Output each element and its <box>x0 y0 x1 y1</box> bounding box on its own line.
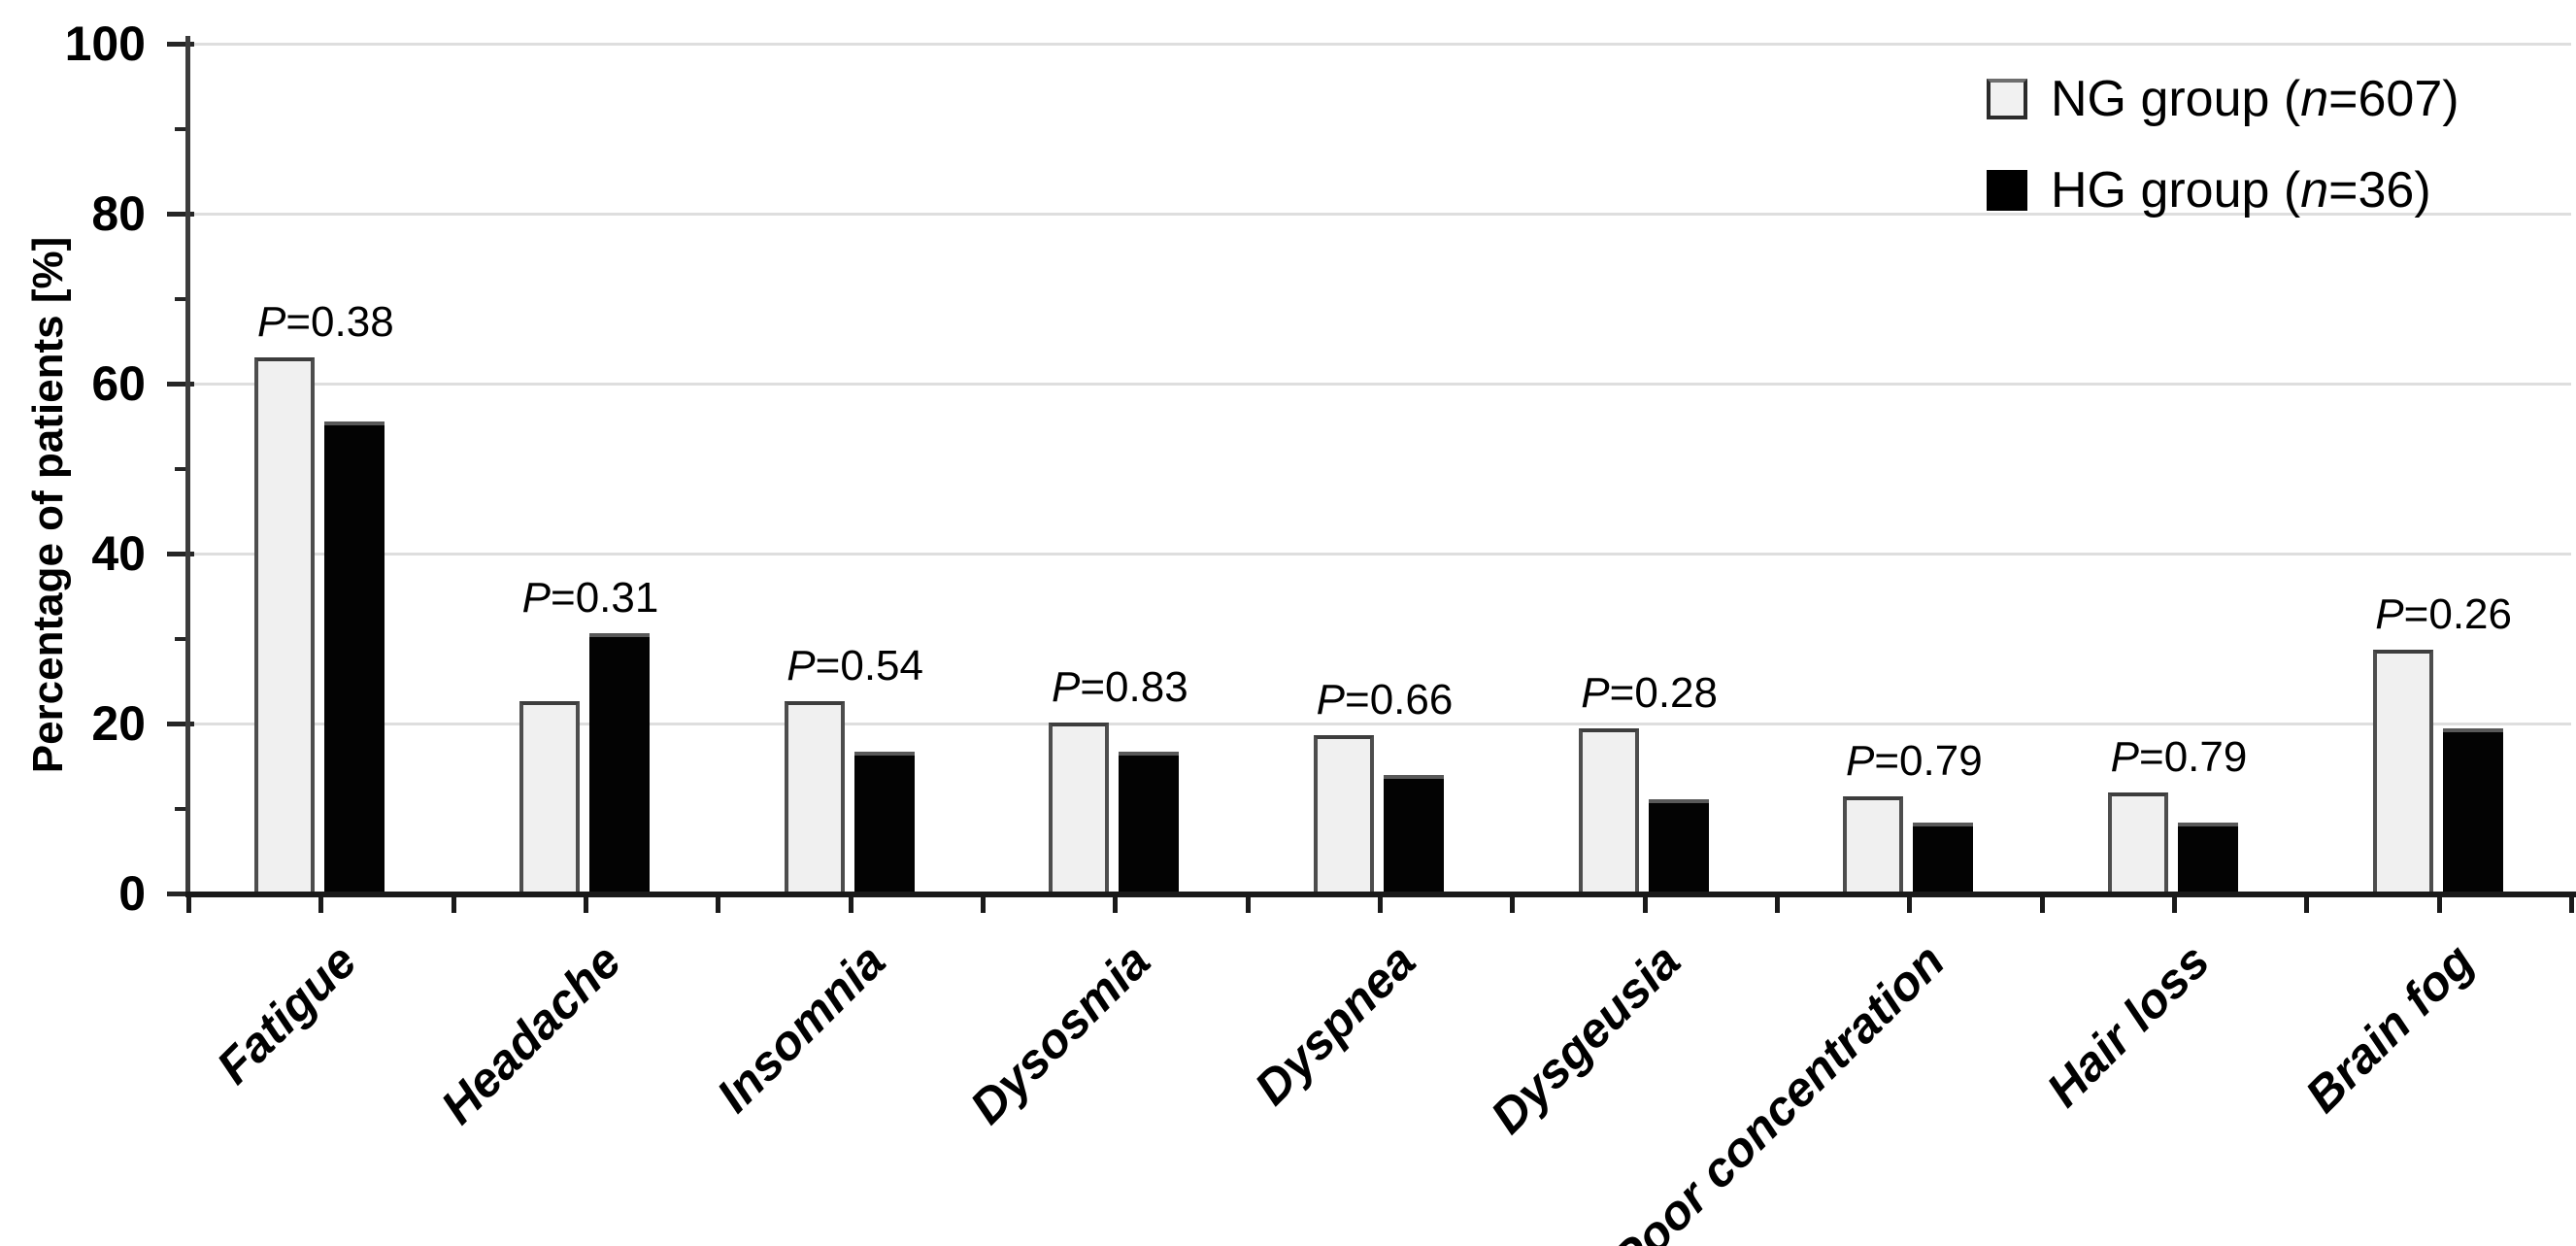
x-tick-12 <box>1775 897 1780 913</box>
y-tick-label-100: 100 <box>64 17 146 71</box>
legend: NG group (n=607) HG group (n=36) <box>1987 72 2459 218</box>
bar-hg-brain-fog <box>2442 728 2503 895</box>
y-tick-label-80: 80 <box>91 186 146 241</box>
x-tick-17 <box>2436 897 2442 913</box>
y-major-tick-100 <box>167 42 194 47</box>
x-tick-15 <box>2172 897 2177 913</box>
x-tick-5 <box>848 897 853 913</box>
p-value-label-dysosmia: P=0.83 <box>1051 663 1188 712</box>
legend-label-hg: HG group (n=36) <box>2051 162 2431 219</box>
x-tick-1 <box>318 897 324 913</box>
bar-ng-fatigue <box>254 356 316 895</box>
x-tick-2 <box>451 897 456 913</box>
y-minor-tick-10 <box>175 806 190 811</box>
x-tick-7 <box>1113 897 1119 913</box>
y-tick-label-40: 40 <box>91 526 146 581</box>
y-minor-tick-90 <box>175 126 190 131</box>
y-major-tick-60 <box>167 382 194 387</box>
x-category-label-dysgeusia: Dysgeusia <box>1480 933 1690 1144</box>
gridline-80 <box>188 213 2571 216</box>
bar-hg-hair-loss <box>2178 823 2238 895</box>
hg-swatch-icon <box>1987 170 2027 211</box>
y-major-tick-20 <box>167 722 194 726</box>
gridline-40 <box>188 553 2571 556</box>
p-value-label-insomnia: P=0.54 <box>786 642 923 690</box>
y-major-tick-80 <box>167 212 194 217</box>
bar-hg-fatigue <box>324 421 385 895</box>
bar-ng-poor-concentration <box>1843 796 1904 895</box>
bar-ng-brain-fog <box>2372 649 2433 895</box>
y-minor-tick-30 <box>175 636 190 641</box>
p-value-label-brain-fog: P=0.26 <box>2375 589 2512 638</box>
p-value-label-poor-concentration: P=0.79 <box>1845 737 1983 786</box>
p-value-label-hair-loss: P=0.79 <box>2110 732 2248 781</box>
x-tick-4 <box>716 897 721 913</box>
gridline-100 <box>188 43 2571 46</box>
x-category-label-dyspnea: Dyspnea <box>1243 933 1425 1116</box>
x-category-label-fatigue: Fatigue <box>205 933 367 1094</box>
x-axis-line <box>185 892 2576 897</box>
x-tick-13 <box>1907 897 1913 913</box>
x-category-label-headache: Headache <box>430 933 631 1134</box>
legend-item-hg: HG group (n=36) <box>1987 163 2459 218</box>
p-value-label-dyspnea: P=0.66 <box>1316 676 1454 724</box>
y-tick-label-20: 20 <box>91 696 146 751</box>
ng-swatch-icon <box>1987 79 2027 119</box>
bar-hg-dysgeusia <box>1648 798 1709 895</box>
gridline-60 <box>188 383 2571 386</box>
p-value-label-dysgeusia: P=0.28 <box>1581 669 1718 718</box>
p-value-label-fatigue: P=0.38 <box>256 297 394 346</box>
y-tick-label-60: 60 <box>91 356 146 411</box>
y-major-tick-40 <box>167 552 194 556</box>
x-tick-8 <box>1245 897 1251 913</box>
legend-item-ng: NG group (n=607) <box>1987 72 2459 126</box>
bar-ng-dysosmia <box>1049 723 1110 895</box>
x-category-label-insomnia: Insomnia <box>706 933 896 1124</box>
x-category-label-dysosmia: Dysosmia <box>959 933 1161 1134</box>
y-axis-line <box>185 36 190 897</box>
p-value-label-headache: P=0.31 <box>521 574 659 623</box>
y-minor-tick-70 <box>175 296 190 301</box>
x-tick-16 <box>2304 897 2310 913</box>
bar-hg-headache <box>589 633 650 895</box>
bar-ng-dysgeusia <box>1578 728 1639 895</box>
x-tick-3 <box>584 897 588 913</box>
bar-ng-hair-loss <box>2108 791 2168 895</box>
x-category-label-hair-loss: Hair loss <box>2035 933 2220 1118</box>
gridline-20 <box>188 723 2571 725</box>
bar-hg-poor-concentration <box>1913 823 1974 895</box>
x-tick-10 <box>1510 897 1516 913</box>
bar-hg-insomnia <box>853 751 915 895</box>
x-tick-18 <box>2569 897 2574 913</box>
bar-ng-headache <box>519 701 580 895</box>
x-category-label-brain-fog: Brain fog <box>2294 933 2485 1124</box>
x-tick-11 <box>1642 897 1648 913</box>
legend-label-ng: NG group (n=607) <box>2051 71 2459 127</box>
bar-hg-dyspnea <box>1384 775 1444 895</box>
bar-ng-dyspnea <box>1314 735 1374 895</box>
x-tick-6 <box>981 897 986 913</box>
bar-ng-insomnia <box>784 701 845 895</box>
x-tick-9 <box>1378 897 1383 913</box>
y-tick-label-0: 0 <box>118 866 146 921</box>
y-minor-tick-50 <box>175 466 190 471</box>
x-tick-0 <box>186 897 191 913</box>
y-major-tick-0 <box>167 892 194 896</box>
bar-hg-dysosmia <box>1119 751 1180 895</box>
x-tick-14 <box>2039 897 2045 913</box>
